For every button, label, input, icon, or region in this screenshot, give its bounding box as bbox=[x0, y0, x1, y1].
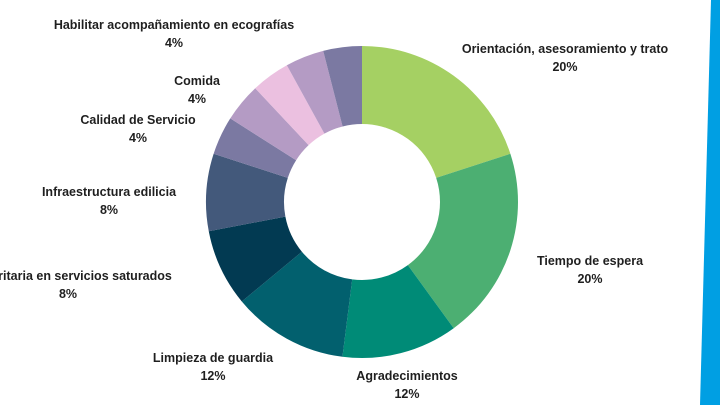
slice-label: Infraestructura edilicia 8% bbox=[42, 183, 176, 219]
donut-slice bbox=[241, 251, 353, 357]
slice-label-percent: 8% bbox=[99, 203, 119, 217]
slice-label-text: Calidad de Servicio bbox=[80, 113, 196, 127]
slice-label-percent: 4% bbox=[128, 131, 148, 145]
slice-label-text: ...prioritaria en servicios saturados bbox=[0, 269, 172, 283]
slice-label: Tiempo de espera 20% bbox=[537, 252, 643, 288]
slice-label-percent: 4% bbox=[187, 92, 207, 106]
slice-label-text: Orientación, asesoramiento y trato bbox=[461, 42, 669, 56]
accent-stripe bbox=[700, 0, 720, 405]
slice-label: Agradecimientos 12% bbox=[356, 367, 457, 403]
donut-slice bbox=[407, 153, 518, 329]
slice-label: Calidad de Servicio 4% bbox=[80, 111, 195, 147]
slice-label: ...prioritaria en servicios saturados 8% bbox=[0, 267, 172, 303]
slice-label: Comida 4% bbox=[174, 72, 220, 108]
slice-label-percent: 4% bbox=[164, 36, 184, 50]
slice-label: Limpieza de guardia 12% bbox=[153, 349, 273, 385]
donut-slice bbox=[213, 118, 297, 178]
slice-label-percent: 8% bbox=[58, 287, 78, 301]
slice-label-percent: 20% bbox=[577, 272, 603, 286]
donut-slice bbox=[230, 88, 309, 161]
slice-label-text: Infraestructura edilicia bbox=[41, 185, 177, 199]
slice-label-text: Comida bbox=[174, 74, 220, 88]
slice-label: Orientación, asesoramiento y trato 20% bbox=[462, 40, 668, 76]
donut-slice bbox=[286, 50, 343, 134]
slice-label-percent: 12% bbox=[200, 369, 226, 383]
donut-slice bbox=[206, 153, 288, 232]
slice-label-text: Habilitar acompañamiento en ecografías bbox=[53, 18, 295, 32]
slice-label-text: Agradecimientos bbox=[356, 369, 458, 383]
donut-slice bbox=[323, 46, 362, 127]
slice-label-text: Tiempo de espera bbox=[536, 254, 644, 268]
slice-label-percent: 12% bbox=[394, 387, 420, 401]
donut-slice bbox=[255, 65, 325, 146]
donut-slice bbox=[208, 216, 302, 302]
slice-label: Habilitar acompañamiento en ecografías 4% bbox=[54, 16, 294, 52]
donut-slice bbox=[342, 265, 454, 359]
slice-label-text: Limpieza de guardia bbox=[152, 351, 274, 365]
slice-label-percent: 20% bbox=[552, 60, 578, 74]
accent-bar bbox=[700, 0, 720, 405]
donut-slice bbox=[362, 46, 511, 178]
